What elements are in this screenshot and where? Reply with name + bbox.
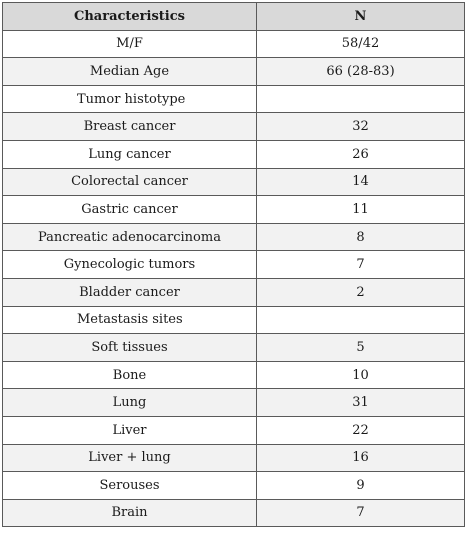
characteristic-cell: Lung (2, 388, 257, 417)
table-row: Bladder cancer 2 (2, 277, 465, 307)
count-cell: 66 (28-83) (256, 57, 465, 86)
table-row: Soft tissues 5 (2, 333, 465, 362)
count-cell: 10 (256, 360, 465, 390)
header-row: Characteristics N (2, 2, 465, 31)
count-cell: 7 (256, 498, 465, 528)
characteristics-table: Characteristics N M/F 58/42 Median Age 66 (… (2, 2, 465, 528)
table-row: Liver + lung 16 (2, 443, 465, 473)
count-cell: 9 (256, 471, 465, 500)
table-row: Colorectal cancer 14 (2, 167, 465, 197)
characteristic-cell: M/F (2, 29, 257, 59)
characteristic-cell: Lung cancer (2, 139, 257, 169)
column-header-characteristics: Characteristics (2, 2, 257, 31)
table-row: Pancreatic adenocarcinoma 8 (2, 222, 465, 252)
count-cell: 58/42 (256, 29, 465, 59)
count-cell (256, 305, 465, 335)
count-cell: 7 (256, 250, 465, 279)
table-row: Serouses 9 (2, 471, 465, 500)
characteristic-cell: Liver + lung (2, 443, 257, 473)
count-cell: 11 (256, 195, 465, 224)
characteristic-cell: Liver (2, 415, 257, 445)
characteristic-cell: Serouses (2, 471, 257, 500)
table-body: M/F 58/42 Median Age 66 (28-83) Tumor histot… (2, 29, 465, 528)
table-row: Liver 22 (2, 415, 465, 445)
characteristic-cell: Pancreatic adenocarcinoma (2, 222, 257, 252)
characteristic-cell: Median Age (2, 57, 257, 86)
characteristic-cell: Breast cancer (2, 112, 257, 141)
count-cell: 32 (256, 112, 465, 141)
section-row: Tumor histotype (2, 84, 465, 114)
table-row: Lung 31 (2, 388, 465, 417)
section-label: Metastasis sites (2, 305, 257, 335)
characteristic-cell: Bone (2, 360, 257, 390)
table-row: Breast cancer 32 (2, 112, 465, 141)
characteristic-cell: Brain (2, 498, 257, 528)
count-cell: 8 (256, 222, 465, 252)
count-cell: 5 (256, 333, 465, 362)
table-row: Bone 10 (2, 360, 465, 390)
table-row: Median Age 66 (28-83) (2, 57, 465, 86)
table-row: Brain 7 (2, 498, 465, 528)
count-cell: 2 (256, 277, 465, 307)
count-cell: 31 (256, 388, 465, 417)
table-row: Gastric cancer 11 (2, 195, 465, 224)
characteristic-cell: Soft tissues (2, 333, 257, 362)
count-cell: 14 (256, 167, 465, 197)
count-cell: 16 (256, 443, 465, 473)
section-row: Metastasis sites (2, 305, 465, 335)
column-header-n: N (256, 2, 465, 31)
characteristic-cell: Colorectal cancer (2, 167, 257, 197)
characteristic-cell: Bladder cancer (2, 277, 257, 307)
table-header: Characteristics N (2, 2, 465, 31)
table-row: M/F 58/42 (2, 29, 465, 59)
table-row: Lung cancer 26 (2, 139, 465, 169)
section-label: Tumor histotype (2, 84, 257, 114)
table-row: Gynecologic tumors 7 (2, 250, 465, 279)
characteristic-cell: Gastric cancer (2, 195, 257, 224)
count-cell: 26 (256, 139, 465, 169)
count-cell: 22 (256, 415, 465, 445)
count-cell (256, 84, 465, 114)
characteristic-cell: Gynecologic tumors (2, 250, 257, 279)
